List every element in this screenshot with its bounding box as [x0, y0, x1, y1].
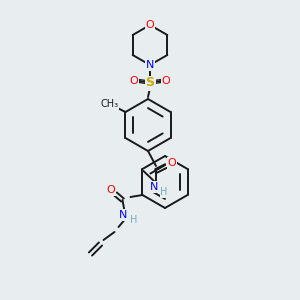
Text: O: O — [130, 76, 138, 86]
Text: CH₃: CH₃ — [100, 99, 118, 109]
Text: H: H — [130, 215, 137, 225]
Text: O: O — [162, 76, 170, 86]
Text: H: H — [160, 187, 168, 197]
Text: O: O — [106, 185, 115, 195]
Text: S: S — [146, 76, 154, 89]
Text: N: N — [119, 210, 128, 220]
Text: O: O — [146, 20, 154, 30]
Text: N: N — [150, 182, 158, 192]
Text: O: O — [168, 158, 176, 168]
Text: N: N — [146, 60, 154, 70]
